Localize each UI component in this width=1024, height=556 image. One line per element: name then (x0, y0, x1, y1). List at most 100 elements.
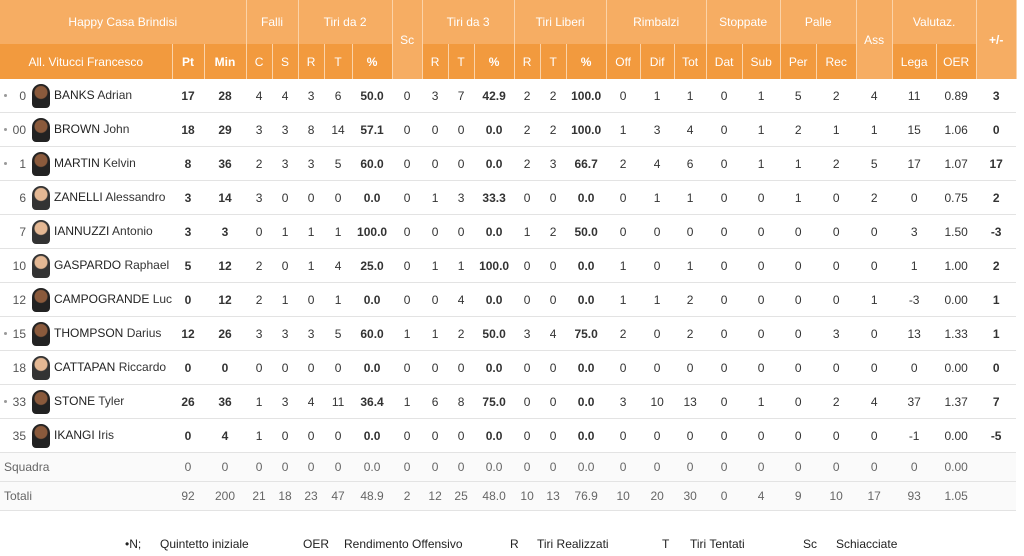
stat-cell: 23 (298, 481, 325, 511)
stat-cell: 4 (742, 481, 781, 511)
column-header: Min (204, 44, 247, 79)
player-first-name: Alessandro (105, 189, 166, 204)
player-photo (32, 253, 50, 278)
player-cell: BANKS Adrian (30, 79, 172, 113)
stat-cell: 0 (706, 79, 743, 113)
player-first-name: Riccardo (118, 359, 167, 374)
stat-cell: 3 (272, 384, 299, 419)
stat-cell: 0.00 (936, 282, 977, 317)
stat-cell: 0 (172, 282, 204, 317)
player-number: 33 (0, 384, 30, 419)
stat-cell: 12 (422, 481, 449, 511)
stat-cell: 0 (272, 350, 299, 385)
stat-cell: 0 (324, 452, 353, 482)
column-header: OER (936, 44, 977, 79)
player-number: 0 (0, 79, 30, 113)
stat-cell: 0 (448, 214, 475, 249)
stat-cell: 25.0 (352, 248, 393, 283)
stat-cell: 3 (246, 112, 273, 147)
stat-cell: 0 (742, 452, 781, 482)
stat-cell: 92 (172, 481, 204, 511)
stat-cell: 0 (448, 146, 475, 181)
stat-cell: 1 (606, 248, 641, 283)
stat-cell: 3 (816, 316, 857, 351)
stat-cell: 0 (204, 350, 247, 385)
stat-cell: 0.0 (352, 418, 393, 453)
column-header: R (422, 44, 449, 79)
stat-cell: 0 (324, 418, 353, 453)
player-number: 1 (0, 146, 30, 181)
stat-cell: 0 (246, 214, 273, 249)
stat-cell: 4 (272, 79, 299, 113)
player-row: 15 THOMPSON Darius 12 26 3 3 3 5 60.0 1 1 2 50.0 3 4 75… (0, 316, 1017, 351)
stat-cell: 12 (204, 248, 247, 283)
stat-cell: 0 (816, 282, 857, 317)
stat-cell: 0 (298, 282, 325, 317)
legend-key: Sc (803, 537, 818, 551)
stat-cell: 200 (204, 481, 247, 511)
player-first-name: Adrian (97, 87, 133, 102)
stat-cell: 8 (172, 146, 204, 181)
stat-cell: 0 (204, 452, 247, 482)
stat-cell: 1 (816, 112, 857, 147)
starter-dot (4, 128, 7, 131)
column-header: T (540, 44, 567, 79)
stat-cell: 0 (780, 214, 817, 249)
stat-cell: 2 (392, 481, 423, 511)
player-row: 6 ZANELLI Alessandro 3 14 3 0 0 0 0.0 0 1 3 33.3 0 0 0.… (0, 180, 1017, 215)
group-header: Rimbalzi (606, 0, 707, 44)
stat-cell: 0 (780, 418, 817, 453)
stat-cell: 29 (204, 112, 247, 147)
stat-cell: 0 (392, 452, 423, 482)
stat-cell: 0 (640, 452, 675, 482)
stat-cell: 2 (606, 146, 641, 181)
player-surname: ZANELLI (54, 189, 103, 204)
stat-cell: 0 (856, 316, 893, 351)
stat-cell: 0 (514, 180, 541, 215)
stat-cell: 0.75 (936, 180, 977, 215)
stat-cell: 0 (742, 282, 781, 317)
group-header: Palle (780, 0, 857, 44)
group-header: Tiri Liberi (514, 0, 607, 44)
stat-cell: 0 (640, 214, 675, 249)
stat-cell: 1 (742, 146, 781, 181)
stat-cell: 2 (674, 316, 707, 351)
column-header: Dat (706, 44, 743, 79)
stat-cell: 0.0 (352, 180, 393, 215)
stat-cell: 0 (448, 452, 475, 482)
stat-cell: 0 (272, 180, 299, 215)
stat-cell: 1 (246, 418, 273, 453)
stat-cell: 0.0 (474, 350, 515, 385)
column-header: Off (606, 44, 641, 79)
stat-cell: 8 (448, 384, 475, 419)
stat-cell: 5 (856, 146, 893, 181)
stat-cell: 4 (640, 146, 675, 181)
stat-cell: 0 (514, 350, 541, 385)
stat-cell: 25 (448, 481, 475, 511)
stat-cell: 0 (298, 452, 325, 482)
stat-cell: 17 (976, 146, 1017, 181)
stat-cell: 0 (742, 214, 781, 249)
stat-cell: 0 (856, 214, 893, 249)
stat-cell: 47 (324, 481, 353, 511)
stat-cell: 1.06 (936, 112, 977, 147)
stat-cell: 0 (742, 180, 781, 215)
player-first-name: Luca (152, 291, 172, 306)
stat-cell: 3 (246, 316, 273, 351)
stat-cell: 33.3 (474, 180, 515, 215)
stat-cell: 36 (204, 384, 247, 419)
stat-cell: 0 (780, 282, 817, 317)
stat-cell: 0.0 (474, 418, 515, 453)
stat-cell: 6 (674, 146, 707, 181)
stat-cell: 14 (324, 112, 353, 147)
row-label: Totali (0, 481, 172, 511)
stat-cell: 15 (892, 112, 937, 147)
player-photo (32, 389, 50, 414)
stat-cell: 3 (976, 79, 1017, 113)
stat-cell: 4 (448, 282, 475, 317)
stat-cell: 0 (422, 146, 449, 181)
stat-cell: 0.0 (474, 214, 515, 249)
stat-cell: 2 (448, 316, 475, 351)
stat-cell: 50.0 (352, 79, 393, 113)
stat-cell: 2 (816, 384, 857, 419)
